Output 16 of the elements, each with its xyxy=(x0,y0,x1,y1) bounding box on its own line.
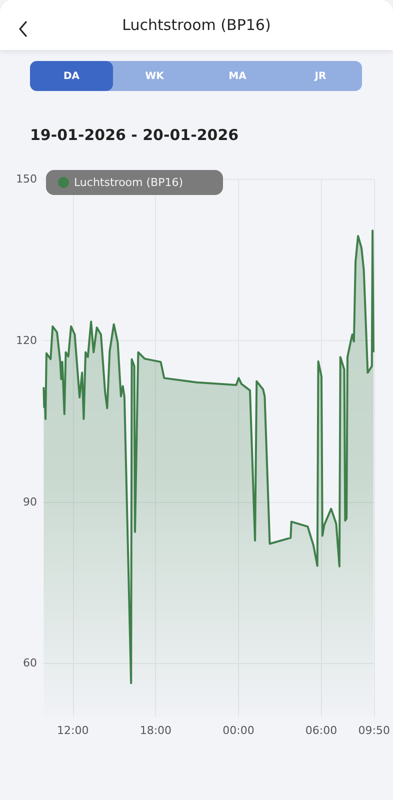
x-tick-label: 06:00 xyxy=(305,724,338,737)
x-tick-label: 09:50 xyxy=(358,724,390,737)
y-tick-label: 150 xyxy=(16,172,37,186)
x-tick-label: 18:00 xyxy=(140,724,172,737)
y-tick-label: 60 xyxy=(23,656,37,670)
legend-label: Luchtstroom (BP16) xyxy=(74,176,183,189)
chart-subtitle: 19-01-2026 - 20-01-2026 xyxy=(30,126,239,144)
y-tick-label: 90 xyxy=(23,495,37,508)
text: MA xyxy=(228,70,248,84)
chart-title: Luchtstroom (BP16) xyxy=(122,16,271,34)
text: DA xyxy=(30,61,113,91)
x-tick-label: 12:00 xyxy=(57,724,89,737)
x-tick-label: 00:00 xyxy=(222,724,254,737)
text: JR xyxy=(313,70,328,84)
y-tick-label: 120 xyxy=(16,334,37,347)
text: WK xyxy=(144,70,165,84)
